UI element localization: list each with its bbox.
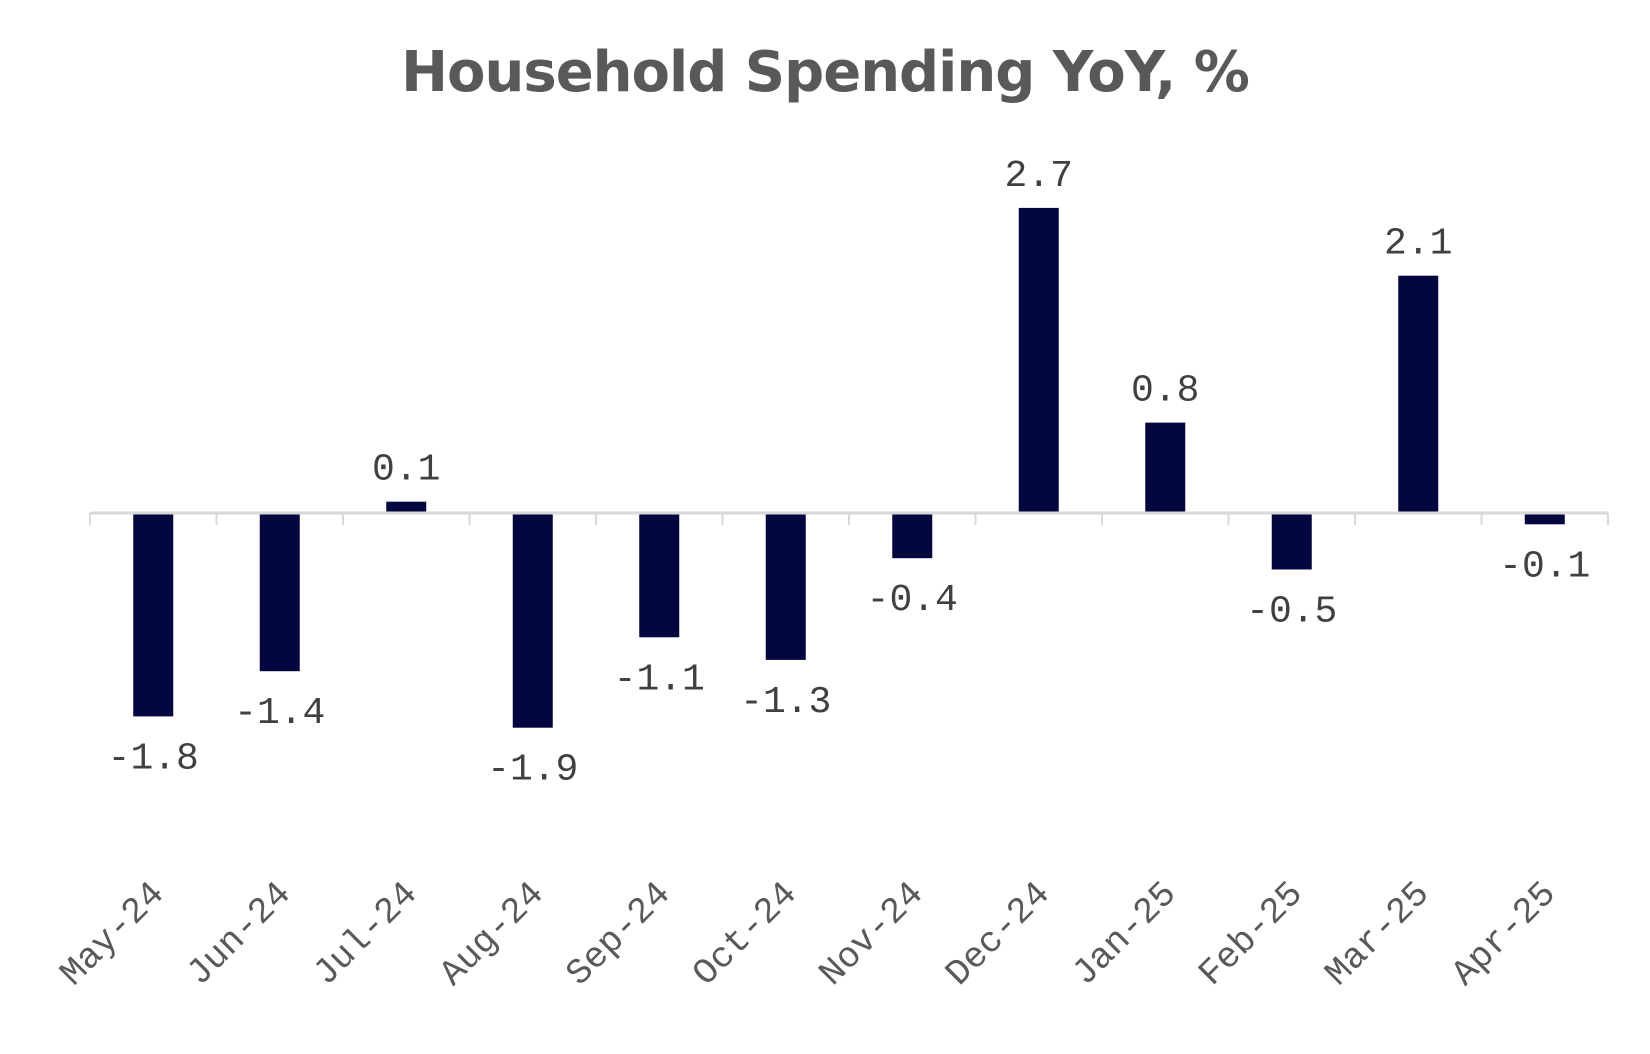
x-tick-label: Jul-24 — [305, 874, 426, 995]
data-label: -1.8 — [108, 737, 199, 780]
bar-may-24 — [133, 513, 174, 717]
x-tick-label: Feb-25 — [1191, 874, 1312, 995]
data-label: -0.4 — [867, 579, 958, 622]
data-label: -0.1 — [1499, 545, 1590, 588]
bar-feb-25 — [1271, 513, 1312, 570]
data-label: 0.8 — [1131, 370, 1199, 413]
chart-title: Household Spending YoY, % — [401, 40, 1250, 105]
x-tick-label: Aug-24 — [432, 874, 553, 995]
bar-sep-24 — [639, 513, 680, 638]
bar-mar-25 — [1398, 275, 1439, 513]
x-tick-label: Nov-24 — [811, 874, 932, 995]
x-tick-label: Sep-24 — [558, 874, 679, 995]
x-tick-label: Oct-24 — [685, 874, 806, 995]
data-label: -1.4 — [234, 692, 325, 735]
bars-group — [133, 207, 1565, 728]
bar-oct-24 — [765, 513, 806, 660]
data-label: 2.7 — [1005, 155, 1073, 198]
data-label: -1.9 — [487, 749, 578, 792]
bar-nov-24 — [892, 513, 933, 559]
data-label: -1.3 — [740, 681, 831, 724]
x-axis — [89, 511, 1609, 525]
x-tick-label: May-24 — [52, 874, 173, 995]
x-tick-label: Dec-24 — [938, 874, 1059, 995]
bar-apr-25 — [1524, 513, 1565, 525]
x-tick-label: Mar-25 — [1317, 874, 1438, 995]
x-tick-label: Jan-25 — [1064, 874, 1185, 995]
x-tick-label: Jun-24 — [179, 874, 300, 995]
bar-jul-24 — [386, 501, 427, 513]
bar-aug-24 — [512, 513, 553, 728]
data-label: 0.1 — [372, 449, 440, 492]
bar-jun-24 — [259, 513, 300, 672]
bar-dec-24 — [1018, 207, 1059, 513]
bar-jan-25 — [1145, 422, 1186, 513]
tick-labels-group: May-24 Jun-24 Jul-24 Aug-24 Sep-24 Oct-24 Nov-… — [52, 874, 1564, 995]
data-label: -1.1 — [614, 658, 705, 701]
data-labels-group: -1.8 -1.4 0.1 -1.9 -1.1 -1.3 -0.4 2.7 0.8 -0.5 2.1… — [108, 155, 1591, 792]
data-label: 2.1 — [1384, 223, 1452, 266]
x-tick-label: Apr-25 — [1444, 874, 1565, 995]
data-label: -0.5 — [1246, 591, 1337, 634]
